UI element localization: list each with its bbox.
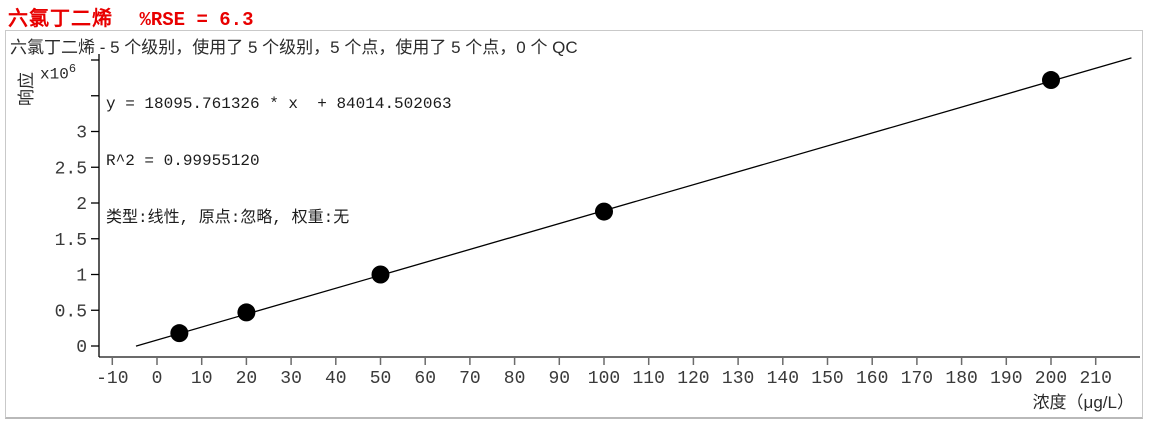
x-tick-label: 190 [990,369,1022,389]
chart-frame: -10 0 10 20 30 40 50 60 70 80 90 100 110 120 130 140 150… [5,30,1143,419]
y-tick-label: 2 [76,195,87,215]
fit-line [135,57,1132,347]
x-tick-label: 200 [1035,369,1067,389]
fit-r-squared: R^2 = 0.99955120 [106,152,260,170]
compound-name: 六氯丁二烯 [8,8,113,30]
x-tick-label: 30 [280,369,302,389]
y-tick-label: 1 [76,267,87,287]
y-unit-exponent: 6 [68,62,77,76]
fit-parameters: 类型:线性, 原点:忽略, 权重:无 [106,209,350,227]
rse-value: %RSE = 6.3 [139,9,254,31]
x-tick-label: 170 [901,369,933,389]
x-tick-label: 0 [152,369,163,389]
data-point[interactable] [170,324,189,343]
data-point[interactable] [595,202,613,221]
x-tick-label: 100 [588,369,620,389]
x-tick-label: -10 [96,369,128,389]
data-point[interactable] [371,265,390,284]
x-tick-label: 20 [236,369,258,389]
x-tick-label: 60 [414,369,436,389]
x-tick-label: 10 [191,369,213,389]
curve-summary: 六氯丁二烯 - 5 个级别，使用了 5 个级别，5 个点，使用了 5 个点，0 … [10,38,578,57]
data-point[interactable] [1042,71,1060,90]
x-tick-label: 180 [945,369,977,389]
fit-annotation: y = 18095.761326 * x + 84014.502063 R^2 … [106,57,452,266]
x-tick-label: 160 [856,369,888,389]
y-axis-title: 响应 [17,72,36,106]
x-tick-label: 70 [459,369,481,389]
chart-title: 六氯丁二烯 %RSE = 6.3 [8,2,254,31]
y-tick-label: 3 [76,124,87,144]
x-tick-label: 110 [632,369,664,389]
x-tick-label: 210 [1079,369,1111,389]
y-tick-label: 0.5 [55,302,87,322]
fit-equation: y = 18095.761326 * x + 84014.502063 [106,95,452,113]
y-unit-base: x10 [40,65,69,84]
x-tick-label: 80 [504,369,526,389]
plot-svg: -10 0 10 20 30 40 50 60 70 80 90 100 110 120 130 140 150… [55,54,1140,389]
data-point[interactable] [237,303,256,322]
x-tick-label: 120 [677,369,709,389]
y-tick-label: 2.5 [55,159,87,179]
x-tick-label: 140 [767,369,799,389]
x-tick-label: 40 [325,369,347,389]
x-tick-label: 50 [370,369,392,389]
y-axis-unit: x106 [40,62,76,83]
x-tick-label: 130 [722,369,754,389]
y-tick-label: 1.5 [55,231,87,251]
x-tick-label: 150 [811,369,843,389]
x-tick-label: 90 [548,369,570,389]
x-axis-title: 浓度（μg/L） [1032,393,1134,412]
y-tick-label: 0 [76,338,87,358]
